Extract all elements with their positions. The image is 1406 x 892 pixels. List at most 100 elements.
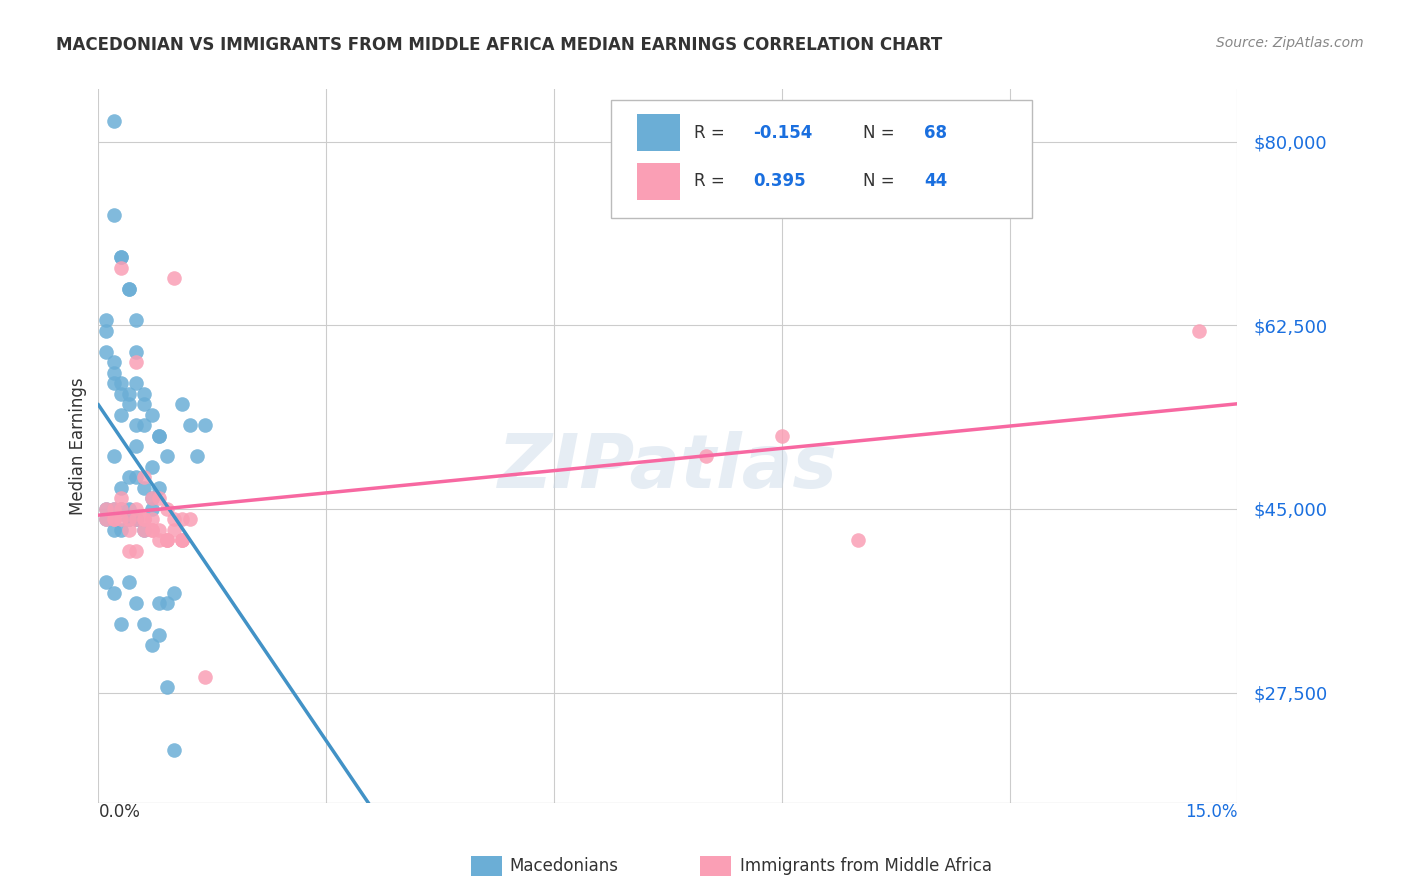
- Point: [94, 344, 117, 359]
- Point: [132, 386, 155, 401]
- Point: [118, 282, 141, 296]
- Point: [125, 512, 148, 526]
- Point: [170, 533, 193, 548]
- Point: [156, 533, 179, 548]
- Point: [695, 450, 717, 464]
- Point: [103, 586, 125, 600]
- Point: [94, 575, 117, 590]
- Point: [103, 512, 125, 526]
- Text: 68: 68: [924, 124, 948, 142]
- Point: [103, 523, 125, 537]
- Point: [94, 502, 117, 516]
- Point: [163, 523, 186, 537]
- Point: [125, 376, 148, 390]
- Text: Source: ZipAtlas.com: Source: ZipAtlas.com: [1216, 36, 1364, 50]
- Point: [163, 743, 186, 757]
- Point: [110, 512, 132, 526]
- Point: [94, 512, 117, 526]
- Point: [110, 491, 132, 506]
- Point: [103, 113, 125, 128]
- Point: [110, 617, 132, 632]
- Point: [118, 512, 141, 526]
- Point: [148, 428, 170, 442]
- Text: N =: N =: [863, 172, 900, 190]
- Point: [186, 450, 208, 464]
- Point: [179, 417, 201, 432]
- Point: [94, 502, 117, 516]
- Point: [118, 544, 141, 558]
- Point: [118, 512, 141, 526]
- Point: [110, 386, 132, 401]
- Point: [94, 324, 117, 338]
- Point: [125, 344, 148, 359]
- FancyBboxPatch shape: [612, 100, 1032, 218]
- Text: R =: R =: [695, 124, 730, 142]
- Point: [118, 575, 141, 590]
- Point: [103, 366, 125, 380]
- Point: [132, 512, 155, 526]
- Point: [141, 523, 163, 537]
- Point: [125, 512, 148, 526]
- Point: [125, 544, 148, 558]
- Text: 0.395: 0.395: [754, 172, 806, 190]
- Point: [125, 596, 148, 610]
- Point: [846, 533, 869, 548]
- Point: [110, 481, 132, 495]
- Point: [148, 533, 170, 548]
- Point: [148, 628, 170, 642]
- Point: [118, 523, 141, 537]
- Point: [179, 512, 201, 526]
- Bar: [637, 162, 681, 200]
- Point: [132, 617, 155, 632]
- Point: [170, 533, 193, 548]
- Point: [163, 512, 186, 526]
- Point: [163, 586, 186, 600]
- Point: [194, 670, 217, 684]
- Point: [103, 355, 125, 369]
- Point: [132, 417, 155, 432]
- Point: [110, 502, 132, 516]
- Point: [141, 523, 163, 537]
- Point: [118, 512, 141, 526]
- Point: [148, 428, 170, 442]
- Point: [132, 481, 155, 495]
- Point: [110, 408, 132, 422]
- Point: [148, 523, 170, 537]
- Point: [1188, 324, 1211, 338]
- Point: [132, 470, 155, 484]
- Point: [94, 313, 117, 327]
- Point: [103, 376, 125, 390]
- Point: [125, 313, 148, 327]
- Point: [132, 397, 155, 411]
- Text: R =: R =: [695, 172, 730, 190]
- Text: 44: 44: [924, 172, 948, 190]
- Y-axis label: Median Earnings: Median Earnings: [69, 377, 87, 515]
- Point: [94, 512, 117, 526]
- Text: N =: N =: [863, 124, 900, 142]
- Point: [141, 639, 163, 653]
- Point: [156, 533, 179, 548]
- Point: [110, 260, 132, 275]
- Point: [170, 512, 193, 526]
- Point: [103, 502, 125, 516]
- Point: [125, 512, 148, 526]
- Point: [103, 512, 125, 526]
- Point: [110, 250, 132, 264]
- Text: Immigrants from Middle Africa: Immigrants from Middle Africa: [740, 857, 991, 875]
- Text: -0.154: -0.154: [754, 124, 813, 142]
- Point: [194, 417, 217, 432]
- Text: ZIPatlas: ZIPatlas: [498, 431, 838, 504]
- Point: [110, 250, 132, 264]
- Point: [118, 502, 141, 516]
- Point: [141, 502, 163, 516]
- Point: [110, 502, 132, 516]
- Point: [770, 428, 793, 442]
- Point: [141, 491, 163, 506]
- Point: [141, 460, 163, 475]
- Point: [118, 282, 141, 296]
- Point: [156, 450, 179, 464]
- Point: [141, 491, 163, 506]
- Point: [118, 386, 141, 401]
- Point: [118, 397, 141, 411]
- Point: [156, 596, 179, 610]
